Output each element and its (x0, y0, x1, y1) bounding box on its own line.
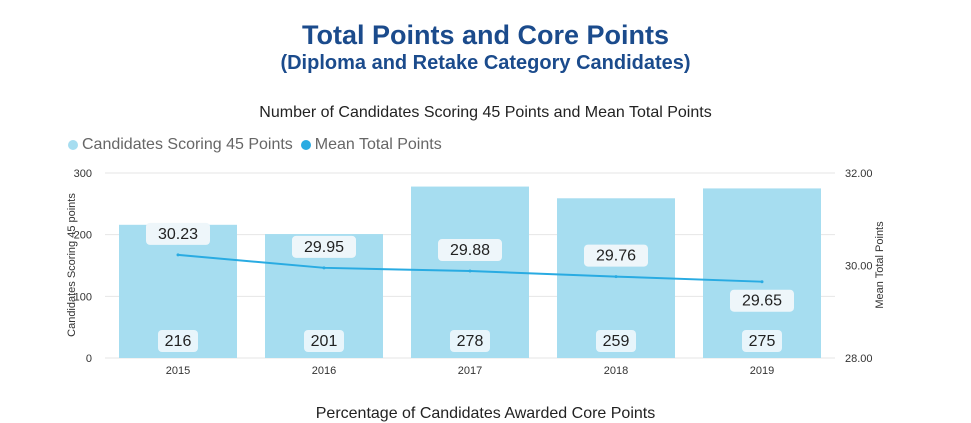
bar-2019 (703, 188, 821, 358)
y-left-tick-label: 200 (74, 230, 92, 242)
line-point-2018 (614, 275, 618, 279)
y-left-tick-label: 300 (74, 168, 92, 180)
chart-legend: Candidates Scoring 45 Points Mean Total … (68, 136, 450, 154)
y-right-axis-label: Mean Total Points (874, 221, 886, 309)
line-value-label-bg (438, 239, 502, 262)
bar-value-label-bg (742, 330, 782, 352)
line-value-label-bg (292, 235, 356, 258)
x-tick-label: 2015 (166, 365, 190, 377)
legend-item-mean[interactable]: Mean Total Points (300, 136, 442, 154)
bar-value-label: 201 (311, 333, 338, 350)
y-right-tick-label: 28.00 (845, 353, 873, 365)
y-left-tick-label: 100 (74, 291, 92, 303)
x-tick-label: 2019 (750, 365, 774, 377)
bar-value-label-bg (450, 330, 490, 352)
line-point-2017 (468, 269, 472, 273)
bar-value-label-bg (596, 330, 636, 352)
legend-swatch-candidates (68, 140, 78, 150)
line-value-label-bg (730, 289, 794, 312)
line-value-label: 29.65 (742, 293, 782, 310)
legend-label-candidates: Candidates Scoring 45 Points (82, 136, 293, 153)
y-right-tick-label: 30.00 (845, 261, 873, 273)
x-tick-label: 2017 (458, 365, 482, 377)
bar-value-label-bg (304, 330, 344, 352)
bar-value-label: 216 (165, 333, 192, 350)
bar-value-label: 275 (749, 333, 776, 350)
bar-value-label: 259 (603, 333, 630, 350)
line-value-label: 29.88 (450, 242, 490, 259)
line-value-label-bg (584, 244, 648, 267)
next-section-title: Percentage of Candidates Awarded Core Po… (315, 405, 656, 422)
line-point-2015 (176, 253, 180, 257)
line-value-label: 30.23 (158, 226, 198, 243)
line-point-2019 (760, 280, 764, 284)
bar-value-label: 278 (457, 333, 484, 350)
page-subtitle: (Diploma and Retake Category Candidates) (280, 52, 691, 74)
page-title: Total Points and Core Points (301, 20, 670, 50)
line-value-label: 29.76 (596, 248, 636, 265)
line-point-2016 (322, 266, 326, 270)
bar-value-label-bg (158, 330, 198, 352)
legend-label-mean: Mean Total Points (314, 136, 442, 153)
chart-title: Number of Candidates Scoring 45 Points a… (259, 104, 712, 121)
legend-item-candidates[interactable]: Candidates Scoring 45 Points (68, 136, 293, 154)
legend-swatch-mean (300, 140, 311, 150)
y-left-axis-label: Candidates Scoring 45 points (66, 193, 78, 337)
line-value-label-bg (146, 222, 210, 245)
x-tick-label: 2016 (312, 365, 336, 377)
y-right-tick-label: 32.00 (845, 168, 873, 180)
y-left-tick-label: 0 (86, 353, 92, 365)
line-value-label: 29.95 (304, 239, 344, 256)
x-tick-label: 2018 (604, 365, 628, 377)
